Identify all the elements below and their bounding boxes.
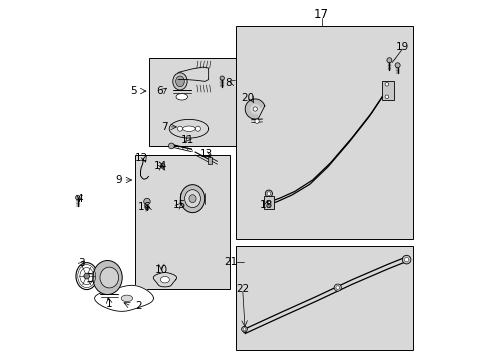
Circle shape — [394, 63, 399, 68]
Text: 7: 7 — [161, 122, 168, 132]
Text: 17: 17 — [313, 8, 328, 21]
Bar — [235, 246, 412, 350]
Circle shape — [333, 284, 341, 291]
Ellipse shape — [93, 261, 122, 294]
Ellipse shape — [182, 126, 195, 131]
Text: 15: 15 — [172, 200, 185, 210]
Text: 19: 19 — [395, 42, 408, 52]
Text: 18: 18 — [259, 200, 272, 210]
Text: 10: 10 — [154, 265, 167, 275]
Circle shape — [253, 107, 257, 111]
Text: 2: 2 — [135, 301, 142, 311]
Circle shape — [386, 58, 391, 63]
Circle shape — [267, 201, 270, 205]
Circle shape — [143, 198, 150, 205]
Text: 20: 20 — [241, 93, 254, 103]
Circle shape — [160, 163, 164, 168]
Text: 11: 11 — [180, 135, 193, 145]
Bar — [264, 196, 274, 210]
Circle shape — [335, 286, 339, 289]
Circle shape — [243, 328, 245, 330]
Text: 9: 9 — [115, 175, 122, 185]
Circle shape — [404, 257, 408, 262]
Ellipse shape — [175, 76, 184, 87]
Circle shape — [266, 192, 270, 195]
Circle shape — [168, 143, 174, 149]
Polygon shape — [95, 285, 153, 311]
Ellipse shape — [180, 185, 204, 213]
Text: 16: 16 — [138, 202, 151, 212]
Circle shape — [83, 273, 89, 279]
Text: 6: 6 — [156, 86, 162, 96]
Circle shape — [384, 95, 388, 99]
Ellipse shape — [188, 195, 196, 203]
Text: 21: 21 — [224, 257, 237, 267]
Text: 12: 12 — [135, 153, 148, 163]
Ellipse shape — [176, 94, 187, 100]
Circle shape — [195, 126, 200, 131]
Circle shape — [265, 190, 272, 197]
Circle shape — [76, 195, 80, 200]
Circle shape — [241, 326, 247, 332]
Ellipse shape — [172, 73, 187, 90]
Bar — [149, 58, 247, 146]
Text: 22: 22 — [236, 284, 249, 294]
Circle shape — [220, 76, 224, 80]
Text: 14: 14 — [153, 161, 166, 171]
Text: 4: 4 — [76, 194, 82, 204]
Circle shape — [177, 126, 182, 131]
Ellipse shape — [100, 267, 119, 288]
Ellipse shape — [121, 295, 132, 302]
Text: 3: 3 — [78, 258, 84, 268]
Bar — [207, 157, 212, 163]
Circle shape — [402, 255, 410, 264]
Text: 8: 8 — [224, 78, 231, 88]
Circle shape — [384, 82, 388, 86]
Bar — [382, 81, 393, 100]
Polygon shape — [245, 99, 264, 119]
Bar — [235, 26, 412, 239]
Ellipse shape — [160, 276, 169, 283]
Text: 5: 5 — [130, 86, 136, 96]
Circle shape — [254, 119, 259, 123]
Ellipse shape — [76, 263, 97, 289]
Text: 13: 13 — [199, 149, 212, 159]
Text: 1: 1 — [105, 299, 112, 309]
Bar — [135, 155, 230, 289]
Ellipse shape — [184, 190, 200, 208]
